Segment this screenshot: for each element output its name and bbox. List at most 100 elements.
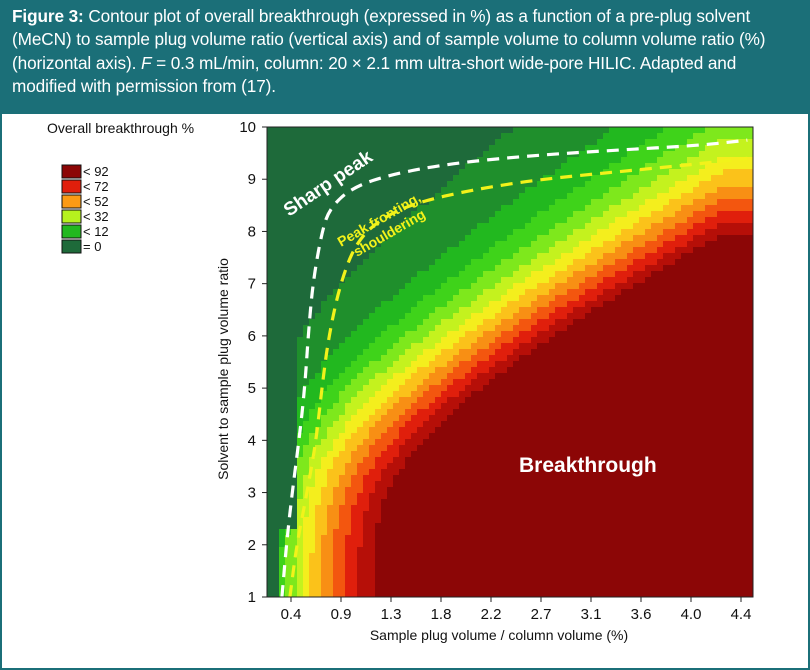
contour-cell	[477, 475, 484, 482]
contour-cell	[645, 451, 652, 458]
contour-cell	[267, 163, 274, 170]
contour-cell	[573, 175, 580, 182]
contour-cell	[525, 199, 532, 206]
contour-cell	[267, 493, 274, 500]
contour-cell	[339, 259, 346, 266]
contour-cell	[375, 319, 382, 326]
contour-cell	[429, 181, 436, 188]
contour-cell	[297, 265, 304, 272]
contour-cell	[639, 163, 646, 170]
contour-cell	[495, 163, 502, 170]
contour-cell	[711, 157, 718, 164]
contour-cell	[747, 253, 753, 260]
contour-cell	[597, 301, 604, 308]
contour-cell	[369, 343, 376, 350]
contour-cell	[429, 241, 436, 248]
contour-cell	[717, 337, 724, 344]
contour-cell	[561, 337, 568, 344]
contour-cell	[651, 133, 658, 140]
contour-cell	[729, 187, 736, 194]
contour-cell	[579, 133, 586, 140]
contour-cell	[309, 325, 316, 332]
contour-cell	[645, 277, 652, 284]
contour-cell	[717, 235, 724, 242]
contour-cell	[567, 193, 574, 200]
contour-cell	[447, 475, 454, 482]
contour-cell	[405, 367, 412, 374]
contour-cell	[441, 133, 448, 140]
contour-cell	[507, 337, 514, 344]
contour-cell	[597, 283, 604, 290]
contour-cell	[477, 421, 484, 428]
contour-cell	[675, 325, 682, 332]
contour-cell	[669, 169, 676, 176]
contour-cell	[723, 433, 730, 440]
contour-cell	[345, 391, 352, 398]
contour-cell	[345, 409, 352, 416]
contour-cell	[681, 193, 688, 200]
contour-cell	[453, 427, 460, 434]
contour-cell	[441, 253, 448, 260]
contour-cell	[339, 463, 346, 470]
contour-cell	[621, 181, 628, 188]
contour-cell	[603, 427, 610, 434]
contour-cell	[393, 355, 400, 362]
contour-cell	[735, 127, 742, 134]
contour-cell	[543, 385, 550, 392]
contour-cell	[441, 397, 448, 404]
contour-cell	[405, 445, 412, 452]
contour-cell	[729, 439, 736, 446]
contour-cell	[369, 475, 376, 482]
contour-cell	[351, 325, 358, 332]
contour-cell	[633, 487, 640, 494]
contour-cell	[321, 331, 328, 338]
contour-cell	[741, 145, 748, 152]
contour-cell	[363, 385, 370, 392]
contour-cell	[393, 133, 400, 140]
contour-cell	[387, 433, 394, 440]
contour-cell	[345, 301, 352, 308]
contour-cell	[339, 331, 346, 338]
contour-cell	[681, 391, 688, 398]
contour-cell	[597, 187, 604, 194]
contour-cell	[285, 277, 292, 284]
contour-cell	[609, 349, 616, 356]
contour-cell	[279, 319, 286, 326]
contour-cell	[639, 361, 646, 368]
contour-cell	[531, 181, 538, 188]
contour-cell	[369, 271, 376, 278]
contour-cell	[573, 475, 580, 482]
contour-cell	[357, 199, 364, 206]
contour-cell	[603, 409, 610, 416]
contour-cell	[501, 439, 508, 446]
contour-cell	[621, 439, 628, 446]
contour-cell	[321, 385, 328, 392]
contour-cell	[705, 475, 712, 482]
contour-cell	[465, 235, 472, 242]
contour-cell	[273, 265, 280, 272]
contour-cell	[609, 211, 616, 218]
contour-cell	[501, 433, 508, 440]
contour-cell	[417, 469, 424, 476]
contour-cell	[429, 319, 436, 326]
contour-cell	[279, 475, 286, 482]
contour-cell	[447, 367, 454, 374]
contour-cell	[735, 157, 742, 164]
contour-cell	[603, 295, 610, 302]
contour-cell	[573, 415, 580, 422]
contour-cell	[495, 283, 502, 290]
contour-cell	[465, 403, 472, 410]
contour-cell	[591, 163, 598, 170]
contour-cell	[645, 337, 652, 344]
contour-cell	[417, 379, 424, 386]
contour-cell	[741, 325, 748, 332]
contour-cell	[543, 349, 550, 356]
contour-cell	[357, 325, 364, 332]
contour-cell	[705, 283, 712, 290]
contour-cell	[345, 469, 352, 476]
contour-cell	[699, 373, 706, 380]
contour-cell	[315, 493, 322, 500]
contour-cell	[453, 235, 460, 242]
contour-cell	[573, 265, 580, 272]
contour-cell	[573, 235, 580, 242]
